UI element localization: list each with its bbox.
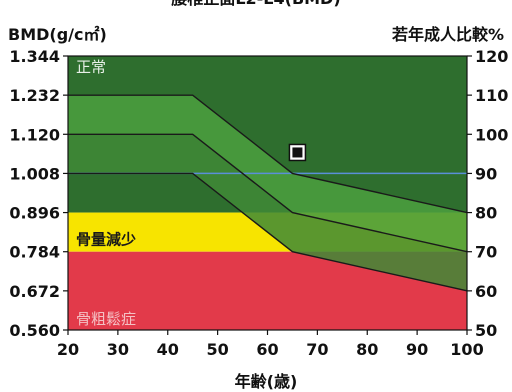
y-right-tick-label: 120	[475, 47, 508, 66]
y-axis-left: 0.560 0.672 0.784 0.896 1.008 1.120 1.232 1.344	[9, 47, 68, 340]
patient-point-group	[288, 143, 307, 162]
y-right-tick-label: 50	[475, 321, 497, 340]
y-right-tick-label: 60	[475, 282, 497, 301]
y-left-tick-label: 0.560	[9, 321, 60, 340]
chart-title: 腰椎正面L2-L4(BMD)	[171, 0, 340, 8]
x-tick-label: 20	[57, 340, 79, 359]
series-line-0	[68, 94, 468, 214]
y-left-tick-label: 1.120	[9, 125, 60, 144]
y-left-tick-label: 0.672	[9, 282, 60, 301]
x-tick-label: 30	[107, 340, 129, 359]
y-right-tick-label: 100	[475, 125, 508, 144]
y-right-tick-label: 70	[475, 243, 497, 262]
x-tick-label: 40	[157, 340, 179, 359]
x-tick-label: 80	[356, 340, 378, 359]
y-axis-left-title: BMD(g/c㎡)	[8, 25, 107, 44]
x-tick-label: 70	[306, 340, 328, 359]
x-tick-label: 100	[450, 340, 483, 359]
x-axis: 20 30 40 50 60 70 80 90 100	[57, 330, 484, 359]
y-left-tick-label: 0.784	[9, 243, 60, 262]
x-tick-label: 60	[256, 340, 278, 359]
y-left-tick-label: 1.344	[9, 47, 60, 66]
series-lines	[68, 94, 468, 292]
zone-label-2: 骨粗鬆症	[76, 310, 136, 328]
series-line-2	[68, 172, 468, 292]
series-line-1	[68, 133, 468, 253]
y-left-tick-label: 1.232	[9, 86, 60, 105]
y-left-tick-label: 1.008	[9, 164, 60, 183]
y-right-tick-label: 90	[475, 164, 497, 183]
x-tick-label: 90	[406, 340, 428, 359]
y-right-tick-label: 80	[475, 204, 497, 223]
y-right-tick-label: 110	[475, 86, 508, 105]
y-left-tick-label: 0.896	[9, 204, 60, 223]
zone-label-1: 骨量減少	[76, 231, 136, 249]
y-axis-right: 50 60 70 80 90 100 110 120	[467, 47, 508, 340]
x-tick-label: 50	[206, 340, 228, 359]
zone-label-0: 正常	[76, 58, 106, 76]
y-axis-right-title: 若年成人比較%	[391, 25, 504, 44]
x-axis-title: 年齢(歳)	[235, 372, 298, 391]
patient-point-inner	[292, 147, 303, 158]
